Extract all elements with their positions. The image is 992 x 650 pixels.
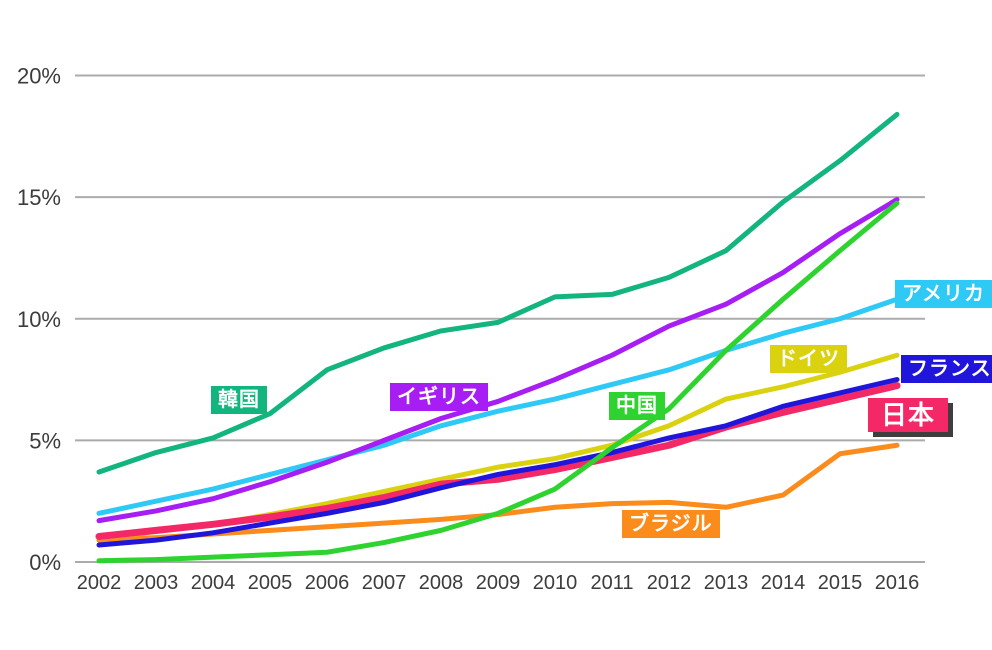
series-badge-brazil: ブラジル: [622, 510, 720, 538]
x-axis-tick-label: 2016: [875, 572, 920, 594]
series-badge-japan: 日本: [868, 398, 949, 432]
x-axis-tick-label: 2002: [77, 572, 122, 594]
x-axis-tick-label: 2010: [533, 572, 578, 594]
series-badge-china: 中国: [609, 392, 665, 420]
series-line-japan: [95, 382, 901, 540]
x-axis-tick-label: 2003: [134, 572, 179, 594]
series-line-france: [96, 377, 900, 548]
series-line-usa: [96, 296, 900, 516]
series-line-china: [96, 200, 900, 564]
series-badge-korea: 韓国: [211, 386, 267, 414]
y-axis-tick-label: 20%: [17, 64, 61, 89]
x-axis-tick-label: 2006: [305, 572, 350, 594]
series-line-korea: [96, 111, 900, 475]
x-axis-tick-label: 2009: [476, 572, 521, 594]
x-axis-tick-label: 2014: [761, 572, 806, 594]
x-axis-tick-label: 2011: [590, 572, 633, 594]
series-line-uk: [96, 197, 900, 524]
series-line-germany: [96, 352, 900, 541]
y-axis-tick-label: 5%: [29, 428, 61, 453]
x-axis-tick-label: 2007: [362, 572, 407, 594]
series-badge-uk: イギリス: [390, 383, 488, 411]
y-axis-tick-label: 0%: [29, 550, 61, 575]
x-axis-tick-label: 2005: [248, 572, 293, 594]
series-badge-france: フランス: [901, 355, 992, 383]
x-axis-tick-label: 2004: [191, 572, 236, 594]
x-axis-tick-label: 2008: [419, 572, 464, 594]
series-badge-usa: アメリカ: [895, 280, 992, 308]
x-axis-tick-label: 2012: [647, 572, 692, 594]
series-badge-germany: ドイツ: [770, 345, 847, 373]
x-axis-tick-label: 2015: [818, 572, 863, 594]
y-axis-tick-label: 10%: [17, 307, 61, 332]
y-axis-tick-label: 15%: [17, 185, 61, 210]
x-axis-tick-label: 2013: [704, 572, 749, 594]
